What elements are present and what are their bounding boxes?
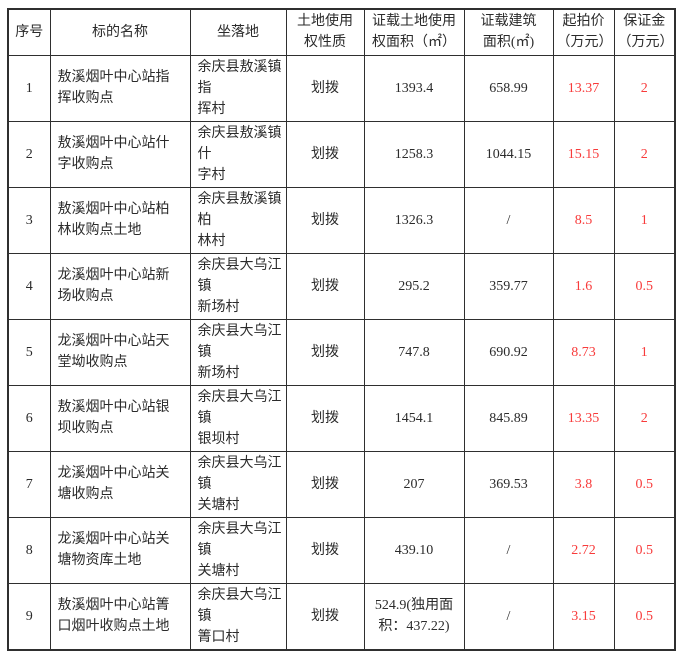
cell-name: 敖溪烟叶中心站银 坝收购点 [49,384,191,452]
cell-deposit: 2 [613,120,676,188]
cell-starting-price: 13.37 [552,54,615,122]
cell-nature: 划拨 [285,384,365,452]
header-starting-price: 起拍价 （万元） [552,8,615,56]
cell-deposit: 2 [613,54,676,122]
cell-building-area: 845.89 [463,384,554,452]
cell-no: 6 [7,384,51,452]
cell-land-area: 1326.3 [363,186,465,254]
cell-no: 4 [7,252,51,320]
cell-location: 余庆县大乌江镇 关塘村 [189,450,287,518]
cell-deposit: 0.5 [613,516,676,584]
cell-nature: 划拨 [285,252,365,320]
cell-deposit: 2 [613,384,676,452]
cell-starting-price: 1.6 [552,252,615,320]
cell-building-area: 1044.15 [463,120,554,188]
cell-name: 敖溪烟叶中心站箐 口烟叶收购点土地 [49,582,191,650]
cell-no: 7 [7,450,51,518]
table-row: 5 龙溪烟叶中心站天 堂坳收购点 余庆县大乌江镇 新场村 划拨 747.8 69… [7,318,676,386]
cell-location: 余庆县大乌江镇 新场村 [189,252,287,320]
cell-name: 龙溪烟叶中心站天 堂坳收购点 [49,318,191,386]
cell-name: 敖溪烟叶中心站柏 林收购点土地 [49,186,191,254]
cell-no: 3 [7,186,51,254]
cell-nature: 划拨 [285,450,365,518]
cell-land-area: 295.2 [363,252,465,320]
land-auction-table: 序号 标的名称 坐落地 土地使用 权性质 证载土地使用 权面积（㎡） 证载建筑 … [7,8,676,651]
cell-land-area: 747.8 [363,318,465,386]
cell-location: 余庆县敖溪镇什 字村 [189,120,287,188]
header-name: 标的名称 [49,8,191,56]
cell-building-area: 658.99 [463,54,554,122]
cell-starting-price: 13.35 [552,384,615,452]
cell-building-area: 369.53 [463,450,554,518]
cell-deposit: 0.5 [613,450,676,518]
cell-location: 余庆县大乌江镇 关塘村 [189,516,287,584]
cell-deposit: 0.5 [613,252,676,320]
cell-starting-price: 2.72 [552,516,615,584]
cell-name: 龙溪烟叶中心站新 场收购点 [49,252,191,320]
cell-name: 龙溪烟叶中心站关 塘物资库土地 [49,516,191,584]
table-header-row: 序号 标的名称 坐落地 土地使用 权性质 证载土地使用 权面积（㎡） 证载建筑 … [7,8,676,56]
table-row: 3 敖溪烟叶中心站柏 林收购点土地 余庆县敖溪镇柏 林村 划拨 1326.3 /… [7,186,676,254]
cell-land-area: 207 [363,450,465,518]
cell-deposit: 1 [613,318,676,386]
table-row: 9 敖溪烟叶中心站箐 口烟叶收购点土地 余庆县大乌江镇 箐口村 划拨 524.9… [7,582,676,650]
cell-land-area: 1393.4 [363,54,465,122]
table-row: 4 龙溪烟叶中心站新 场收购点 余庆县大乌江镇 新场村 划拨 295.2 359… [7,252,676,320]
cell-land-area: 439.10 [363,516,465,584]
cell-starting-price: 3.15 [552,582,615,650]
table-row: 8 龙溪烟叶中心站关 塘物资库土地 余庆县大乌江镇 关塘村 划拨 439.10 … [7,516,676,584]
land-auction-table-sheet: 序号 标的名称 坐落地 土地使用 权性质 证载土地使用 权面积（㎡） 证载建筑 … [7,8,676,651]
cell-building-area: 359.77 [463,252,554,320]
cell-nature: 划拨 [285,186,365,254]
cell-building-area: / [463,186,554,254]
cell-no: 8 [7,516,51,584]
cell-location: 余庆县敖溪镇柏 林村 [189,186,287,254]
table-row: 7 龙溪烟叶中心站关 塘收购点 余庆县大乌江镇 关塘村 划拨 207 369.5… [7,450,676,518]
cell-name: 龙溪烟叶中心站关 塘收购点 [49,450,191,518]
cell-deposit: 0.5 [613,582,676,650]
cell-location: 余庆县大乌江镇 银坝村 [189,384,287,452]
table-row: 1 敖溪烟叶中心站指 挥收购点 余庆县敖溪镇指 挥村 划拨 1393.4 658… [7,54,676,122]
cell-name: 敖溪烟叶中心站什 字收购点 [49,120,191,188]
cell-nature: 划拨 [285,318,365,386]
cell-deposit: 1 [613,186,676,254]
cell-nature: 划拨 [285,582,365,650]
header-land-area: 证载土地使用 权面积（㎡） [363,8,465,56]
cell-starting-price: 3.8 [552,450,615,518]
cell-land-area: 524.9(独用面 积：437.22) [363,582,465,650]
header-building-area: 证载建筑 面积(㎡) [463,8,554,56]
cell-no: 9 [7,582,51,650]
header-no: 序号 [7,8,51,56]
cell-land-area: 1258.3 [363,120,465,188]
cell-location: 余庆县敖溪镇指 挥村 [189,54,287,122]
cell-starting-price: 8.73 [552,318,615,386]
table-row: 6 敖溪烟叶中心站银 坝收购点 余庆县大乌江镇 银坝村 划拨 1454.1 84… [7,384,676,452]
cell-name: 敖溪烟叶中心站指 挥收购点 [49,54,191,122]
cell-building-area: / [463,516,554,584]
cell-land-area: 1454.1 [363,384,465,452]
table-row: 2 敖溪烟叶中心站什 字收购点 余庆县敖溪镇什 字村 划拨 1258.3 104… [7,120,676,188]
cell-nature: 划拨 [285,120,365,188]
cell-nature: 划拨 [285,54,365,122]
cell-nature: 划拨 [285,516,365,584]
cell-building-area: 690.92 [463,318,554,386]
cell-building-area: / [463,582,554,650]
cell-starting-price: 8.5 [552,186,615,254]
header-deposit: 保证金 （万元） [613,8,676,56]
cell-location: 余庆县大乌江镇 新场村 [189,318,287,386]
cell-location: 余庆县大乌江镇 箐口村 [189,582,287,650]
cell-no: 1 [7,54,51,122]
cell-no: 5 [7,318,51,386]
cell-starting-price: 15.15 [552,120,615,188]
header-location: 坐落地 [189,8,287,56]
header-nature: 土地使用 权性质 [285,8,365,56]
cell-no: 2 [7,120,51,188]
